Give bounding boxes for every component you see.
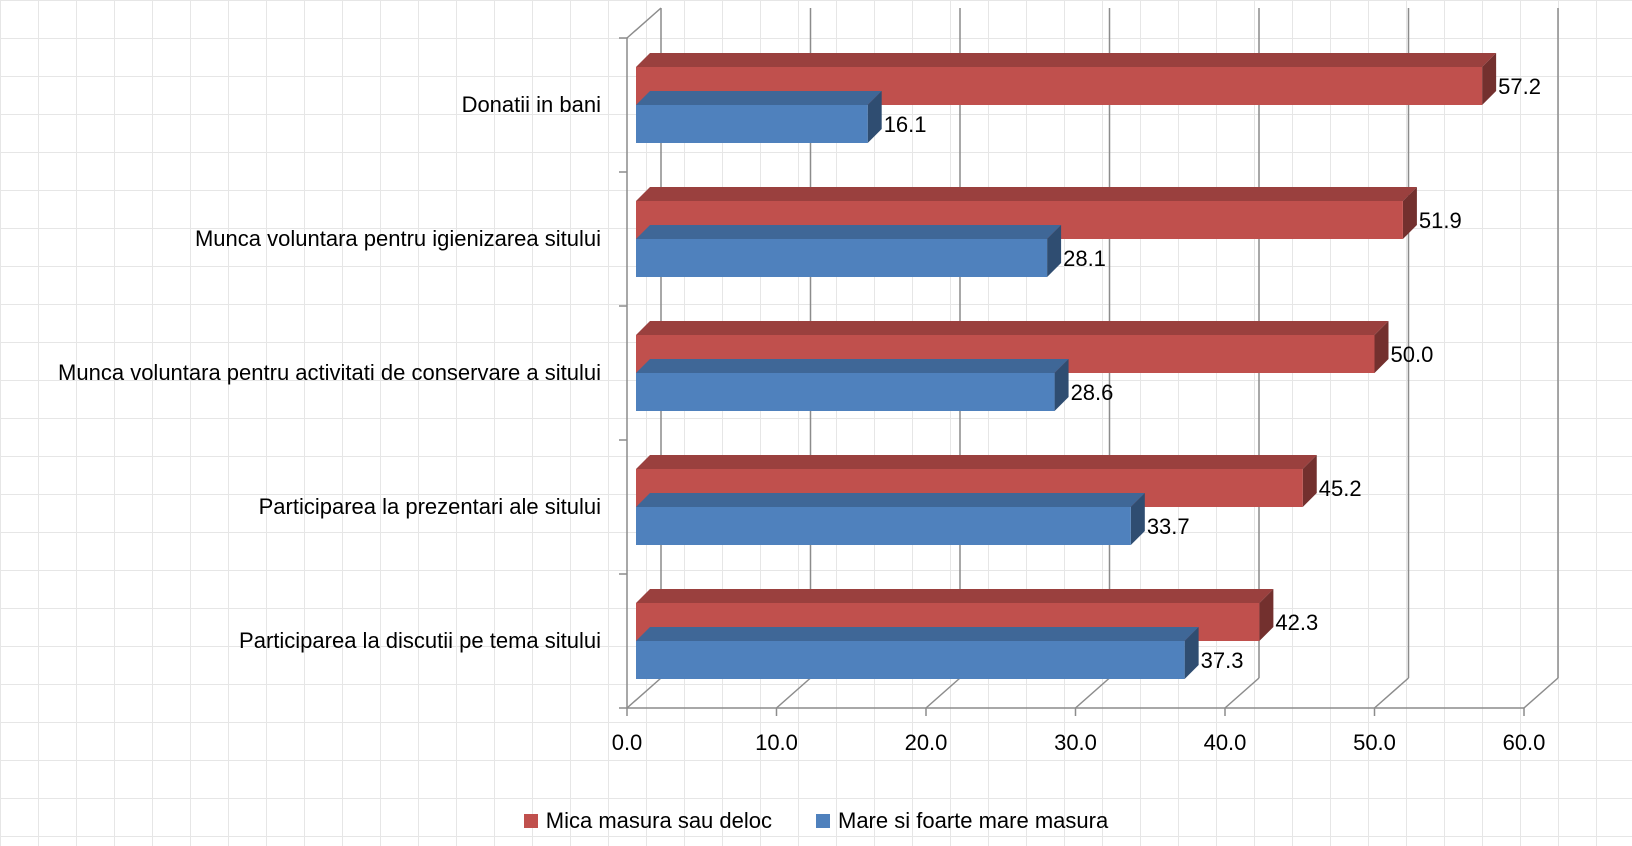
data-label: 50.0: [1391, 342, 1434, 367]
bar-side-face: [1047, 225, 1062, 277]
gridline-floor: [925, 677, 961, 709]
bar: [636, 373, 1055, 411]
data-label: 57.2: [1498, 74, 1541, 99]
bar-side-face: [1184, 627, 1199, 679]
legend-swatch-series-2: [816, 814, 830, 828]
data-label: 51.9: [1419, 208, 1462, 233]
x-tick-label: 0.0: [612, 730, 643, 755]
bar-top-face: [636, 187, 1417, 201]
x-tick-label: 50.0: [1353, 730, 1396, 755]
category-label: Munca voluntara pentru activitati de con…: [58, 360, 601, 385]
data-label: 28.1: [1063, 246, 1106, 271]
data-label: 45.2: [1319, 476, 1362, 501]
data-label: 28.6: [1071, 380, 1114, 405]
x-tick-label: 30.0: [1054, 730, 1097, 755]
gridline-floor: [1374, 677, 1409, 709]
gridline-floor: [626, 677, 662, 709]
legend-label-series-2: Mare si foarte mare masura: [838, 808, 1109, 833]
data-label: 16.1: [884, 112, 927, 137]
x-tick-label: 10.0: [755, 730, 798, 755]
legend-label-series-1: Mica masura sau deloc: [545, 808, 772, 833]
bar-top-face: [636, 627, 1199, 641]
gridline-floor: [776, 677, 811, 709]
gridline-floor: [1075, 677, 1110, 709]
bar: [636, 507, 1131, 545]
bar-side-face: [1259, 589, 1274, 641]
bar-side-face: [1054, 359, 1069, 411]
bar-top-face: [636, 91, 882, 105]
data-label: 37.3: [1201, 648, 1244, 673]
legend-swatch-series-1: [523, 814, 538, 828]
gridline-floor: [1523, 677, 1559, 709]
bar-side-face: [1482, 53, 1497, 105]
axis-wall-top-edge: [626, 7, 662, 39]
bar-top-face: [636, 321, 1389, 335]
bar: [636, 239, 1048, 277]
bar-top-face: [636, 359, 1069, 373]
bar-side-face: [867, 91, 882, 143]
bar-top-face: [636, 455, 1317, 469]
category-label: Donatii in bani: [462, 92, 601, 117]
data-label: 42.3: [1275, 610, 1318, 635]
category-label: Participarea la prezentari ale sitului: [259, 494, 601, 519]
bar-side-face: [1130, 493, 1145, 545]
bar-side-face: [1302, 455, 1317, 507]
bar: [636, 105, 868, 143]
x-tick-label: 60.0: [1503, 730, 1546, 755]
category-label: Munca voluntara pentru igienizarea situl…: [195, 226, 601, 251]
bar-side-face: [1374, 321, 1389, 373]
data-label: 33.7: [1147, 514, 1190, 539]
bar-top-face: [636, 225, 1062, 239]
bar-top-face: [636, 493, 1145, 507]
category-label: Participarea la discutii pe tema sitului: [239, 628, 601, 653]
legend-item-series-2: Mare si foarte mare masura: [816, 808, 1108, 834]
x-tick-label: 20.0: [905, 730, 948, 755]
bar-top-face: [636, 53, 1497, 67]
chart-legend: Mica masura sau deloc Mare si foarte mar…: [0, 808, 1632, 834]
bar: [636, 641, 1185, 679]
bar-side-face: [1402, 187, 1417, 239]
x-tick-label: 40.0: [1204, 730, 1247, 755]
gridline-floor: [1224, 677, 1260, 709]
bar-top-face: [636, 589, 1274, 603]
legend-item-series-1: Mica masura sau deloc: [523, 808, 772, 834]
